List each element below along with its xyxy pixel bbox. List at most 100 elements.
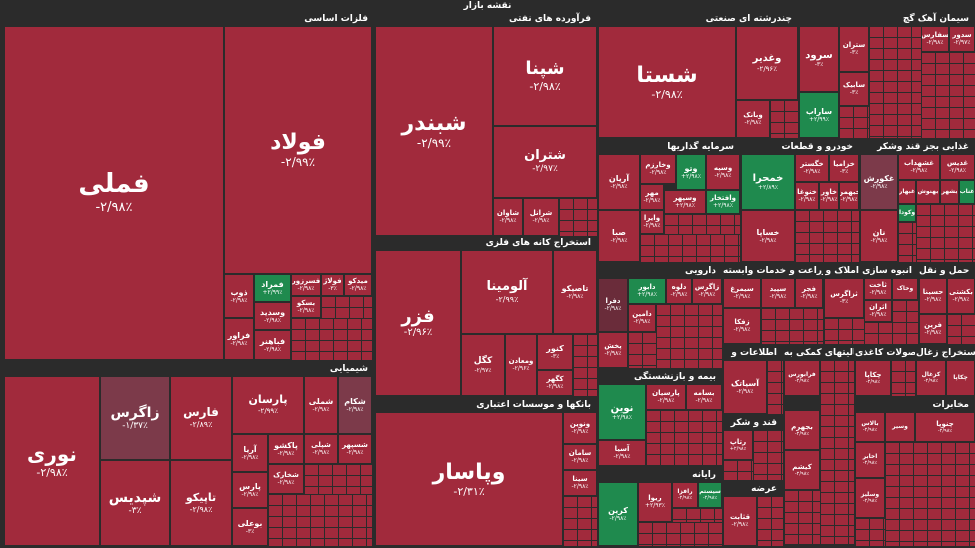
tile-asiatec[interactable]: آسیاتک -۲/۹۸٪: [723, 360, 767, 414]
tile-shepdis[interactable]: شپدیس -۳٪: [100, 460, 170, 546]
tile-fars[interactable]: فارس -۲/۸۹٪: [170, 376, 232, 460]
tile-pars[interactable]: پارس -۲/۹۸٪: [232, 472, 268, 508]
tile-vamaaden[interactable]: ومعادن -۲/۹۶٪: [505, 334, 537, 396]
tile-kisham[interactable]: چنوپا -۲/۹۸٪: [915, 412, 975, 442]
tile-rafza[interactable]: ریوا +۲/۹۳٪: [638, 482, 672, 522]
tile-ghakourosh[interactable]: غکورش -۲/۹۸٪: [860, 154, 898, 210]
tile-pakhesh[interactable]: پاکشو -۲/۹۸٪: [268, 434, 304, 464]
tile-vapasar[interactable]: وپاسار -۲/۳۱٪: [375, 412, 563, 546]
tile-thakht[interactable]: ثاخت -۲/۹۸٪: [864, 278, 892, 300]
tile-nan[interactable]: نان -۲/۹۸٪: [860, 210, 898, 262]
tile-baskou[interactable]: بسکو -۲/۹۸٪: [291, 296, 321, 318]
tile-parsian[interactable]: پارسیان -۲/۹۸٪: [646, 384, 686, 410]
tile-sadoor[interactable]: سدور -۲/۹۷٪: [949, 26, 975, 52]
tile-vakhak[interactable]: وخاک: [892, 278, 918, 300]
tile-shetran[interactable]: شتران -۲/۹۷٪: [493, 126, 597, 198]
tile-karin[interactable]: کزغال -۲/۹۸٪: [916, 360, 946, 396]
tile-vavaira[interactable]: وایرا -۲/۹۸٪: [640, 210, 664, 234]
tile-mahr[interactable]: مهر -۲/۹۸٪: [640, 184, 664, 210]
tile-shakam[interactable]: شکام -۲/۹۸٪: [338, 376, 372, 434]
tile-farabourse[interactable]: فرابورس -۲/۹۸٪: [784, 360, 820, 396]
tile-bajhom[interactable]: قثابت -۲/۹۸٪: [723, 496, 757, 546]
tile-foran[interactable]: فرین -۲/۹۸٪: [919, 314, 947, 344]
tile-dalve[interactable]: دلوه -۲/۹۸٪: [666, 278, 692, 304]
tile-ghanab[interactable]: غناب: [959, 180, 975, 204]
tile-sharanol[interactable]: شرانل -۲/۹۸٪: [523, 198, 559, 236]
tile-zagros[interactable]: زاگرس -۱/۳۷٪: [100, 376, 170, 460]
tile-khavar[interactable]: خاور -۲/۹۸٪: [819, 182, 839, 210]
tile-konur[interactable]: کنور -۳٪: [537, 334, 573, 370]
tile-aria[interactable]: آریا -۲/۹۸٪: [232, 434, 268, 472]
tile-sapid[interactable]: سپید -۲/۹۸٪: [761, 278, 795, 308]
tile-ataran[interactable]: اثران -۲/۹۸٪: [864, 300, 892, 322]
tile-noori[interactable]: نوری -۲/۹۸٪: [4, 376, 100, 546]
tile-sharaz[interactable]: شخارک -۲/۹۸٪: [268, 464, 304, 494]
tile-fajar[interactable]: فجر -۲/۹۸٪: [795, 278, 823, 308]
tile-basama[interactable]: بسامه -۲/۹۸٪: [686, 384, 722, 410]
tile-shavan[interactable]: شاوان -۲/۹۸٪: [493, 198, 523, 236]
tile-vaspahr[interactable]: وسپهر +۲/۹۸٪: [664, 190, 706, 214]
tile-sarood[interactable]: سرود -۳٪: [799, 26, 839, 92]
tile-bouali[interactable]: بوعلی -۳٪: [232, 508, 268, 546]
tile-foolad[interactable]: فولاد -۲/۹۹٪: [224, 26, 372, 274]
tile-shabandar[interactable]: شبندر -۲/۹۹٪: [375, 26, 493, 236]
tile-kazghal[interactable]: چکاپا: [946, 360, 975, 396]
tile-shespir[interactable]: شسپهر -۲/۹۸٪: [338, 434, 372, 464]
tile-vaghadir2[interactable]: کیشم -۲/۹۸٪: [784, 450, 820, 490]
tile-shepna[interactable]: شپنا -۲/۹۸٪: [493, 26, 597, 126]
tile-aryan[interactable]: آریان -۲/۹۸٪: [598, 154, 640, 210]
tile-ghashahab[interactable]: غشهداب -۲/۹۸٪: [898, 154, 940, 180]
tile-vasedid[interactable]: وسدید -۲/۹۸٪: [254, 302, 291, 330]
tile-shapli[interactable]: شپلی -۲/۹۸٪: [304, 434, 338, 464]
tile-khezamia[interactable]: خزامیا -۳٪: [829, 154, 859, 182]
tile-khasapa[interactable]: خساپا -۲/۹۸٪: [741, 210, 795, 262]
tile-tazkharis[interactable]: ثزاگرس -۳٪: [824, 278, 864, 318]
tile-parsan[interactable]: پارسان -۲/۹۹٪: [232, 376, 304, 434]
tile-chekapa[interactable]: چکاپا -۲/۹۸٪: [855, 360, 891, 396]
tile-pakhsh[interactable]: پخش -۲/۹۸٪: [598, 332, 628, 368]
tile-vatoo[interactable]: وتو +۲/۹۸٪: [676, 154, 706, 190]
tile-sistam[interactable]: رافزا -۲/۹۸٪: [672, 482, 698, 508]
tile-sina[interactable]: سینا -۲/۹۸٪: [563, 470, 597, 496]
tile-tapico[interactable]: تاپیکو -۲/۹۸٪: [170, 460, 232, 546]
tile-khaban[interactable]: خبهمن -۲/۹۸٪: [839, 182, 859, 210]
tile-fanahar[interactable]: فباهنر -۲/۹۸٪: [254, 330, 291, 360]
tile-fasazour[interactable]: فسرزور -۲/۹۸٪: [291, 274, 321, 296]
tile-balas[interactable]: بجهرم -۲/۹۸٪: [784, 410, 820, 450]
tile-shemli[interactable]: شملی -۲/۹۸٪: [304, 376, 338, 434]
tile-shasta[interactable]: شستا -۲/۹۸٪: [598, 26, 736, 138]
tile-safaqen[interactable]: سفارس -۲/۹۸٪: [921, 26, 949, 52]
tile-khemra[interactable]: خمحرا +۲/۸۹٪: [741, 154, 795, 210]
tile-vaghadir[interactable]: وغدیر -۲/۹۶٪: [736, 26, 798, 100]
tile-tapesko[interactable]: تاصیکو -۲/۹۸٪: [553, 250, 597, 334]
tile-vaeftekhar[interactable]: وافتخار +۲/۹۸٪: [706, 190, 740, 214]
tile-ghabshahr[interactable]: بشهر: [940, 180, 959, 204]
tile-chenoura[interactable]: اخابر -۲/۹۸٪: [855, 442, 885, 478]
tile-faravar[interactable]: فراور -۲/۹۸٪: [224, 318, 254, 360]
tile-saman[interactable]: سامان -۲/۹۸٪: [563, 444, 597, 470]
tile-ghenit[interactable]: رتاپ +۲/۹۸٪: [723, 430, 753, 460]
tile-dafra[interactable]: دفرا -۲/۹۸٪: [598, 278, 628, 332]
tile-bekheshti[interactable]: بکشتی -۲/۹۸٪: [947, 278, 975, 314]
tile-simorgh[interactable]: سیمرغ -۲/۹۸٪: [723, 278, 761, 308]
tile-vakoda[interactable]: بهنوش: [916, 180, 940, 204]
tile-famrad[interactable]: فمراد +۲/۹۹٪: [254, 274, 291, 302]
tile-sarab[interactable]: ساراب +۲/۹۹٪: [799, 92, 839, 138]
tile-ghadis[interactable]: غدیس -۲/۹۸٪: [940, 154, 975, 180]
tile-ghabahar[interactable]: غبهار: [898, 180, 916, 204]
tile-madira[interactable]: وسلیز -۲/۹۸٪: [855, 478, 885, 518]
tile-novin[interactable]: نوین +۲/۹۸٪: [598, 384, 646, 440]
tile-dabour[interactable]: دابور +۲/۹۸٪: [628, 278, 666, 304]
tile-vaseh[interactable]: وسپه -۲/۹۸٪: [706, 154, 740, 190]
tile-khegostar[interactable]: خگستر -۲/۹۸٪: [795, 154, 829, 182]
tile-mimkou[interactable]: میدکو -۲/۹۸٪: [344, 274, 372, 296]
tile-kahor[interactable]: کگهر -۲/۹۸٪: [537, 370, 573, 396]
tile-aloumina[interactable]: آلومینا -۲/۹۹٪: [461, 250, 553, 334]
tile-hasina[interactable]: حسینا -۲/۹۸٪: [919, 278, 947, 314]
tile-damin[interactable]: دامین -۲/۹۸٪: [628, 304, 656, 332]
tile-saba[interactable]: صبا -۲/۹۸٪: [598, 210, 640, 262]
tile-vabank[interactable]: وبانک -۲/۹۸٪: [736, 100, 770, 138]
tile-zob[interactable]: ذوب -۲/۹۸٪: [224, 274, 254, 318]
tile-fazar[interactable]: فزر -۲/۹۶٪: [375, 250, 461, 396]
tile-ravu[interactable]: کرین -۲/۹۸٪: [598, 482, 638, 546]
